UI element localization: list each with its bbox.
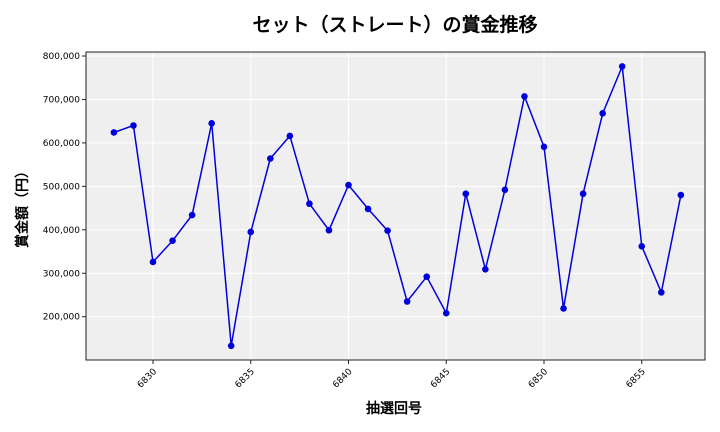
x-tick-label: 6835 [234,367,257,390]
series-line [113,66,682,346]
data-point [658,289,665,296]
data-point [364,205,372,213]
data-point [579,190,587,198]
data-point [267,155,274,162]
data-point [227,342,235,350]
data-point [677,191,685,199]
y-tick-label: 400,000 [43,226,80,236]
chart-title: セット（ストレート）の賞金推移 [252,13,537,36]
y-axis-label: 賞金額（円） [14,164,31,248]
data-series [110,63,685,350]
data-point [169,237,176,244]
data-point [188,211,196,219]
data-point [560,305,567,312]
x-axis-ticks: 6830 6835 6840 6845 6850 6855 [136,360,648,390]
y-tick-label: 500,000 [43,182,80,192]
y-tick-label: 600,000 [43,139,80,149]
data-point [462,190,470,198]
data-point [345,181,352,189]
data-point [149,258,157,266]
data-point [599,110,606,117]
data-point [618,63,626,70]
data-point [130,122,137,129]
data-point [247,228,255,236]
plot-frame [85,51,706,361]
x-tick-label: 6845 [429,367,452,390]
y-tick-label: 700,000 [43,95,80,105]
data-point [638,243,646,250]
y-axis-ticks: 200,000 300,000 400,000 500,000 600,000 700,0… [43,52,86,323]
y-tick-label: 300,000 [43,269,80,279]
data-point [540,143,548,151]
data-point [442,309,450,317]
plot-area [86,52,705,360]
y-tick-label: 800,000 [43,52,80,62]
data-point [482,266,489,273]
data-point [208,120,215,127]
gridlines [86,52,705,360]
data-point [423,273,431,281]
data-point [501,186,509,194]
data-point [110,129,118,136]
data-point [403,298,411,305]
x-tick-label: 6840 [331,367,354,390]
x-tick-label: 6855 [625,367,648,390]
x-axis-label: 抽選回号 [366,400,422,417]
data-point [384,227,391,234]
data-point [286,132,294,140]
data-point [306,200,313,208]
y-tick-label: 200,000 [43,313,80,323]
x-tick-label: 6830 [136,367,159,390]
data-point [521,93,528,100]
data-point [325,226,333,234]
x-tick-label: 6850 [527,367,550,390]
